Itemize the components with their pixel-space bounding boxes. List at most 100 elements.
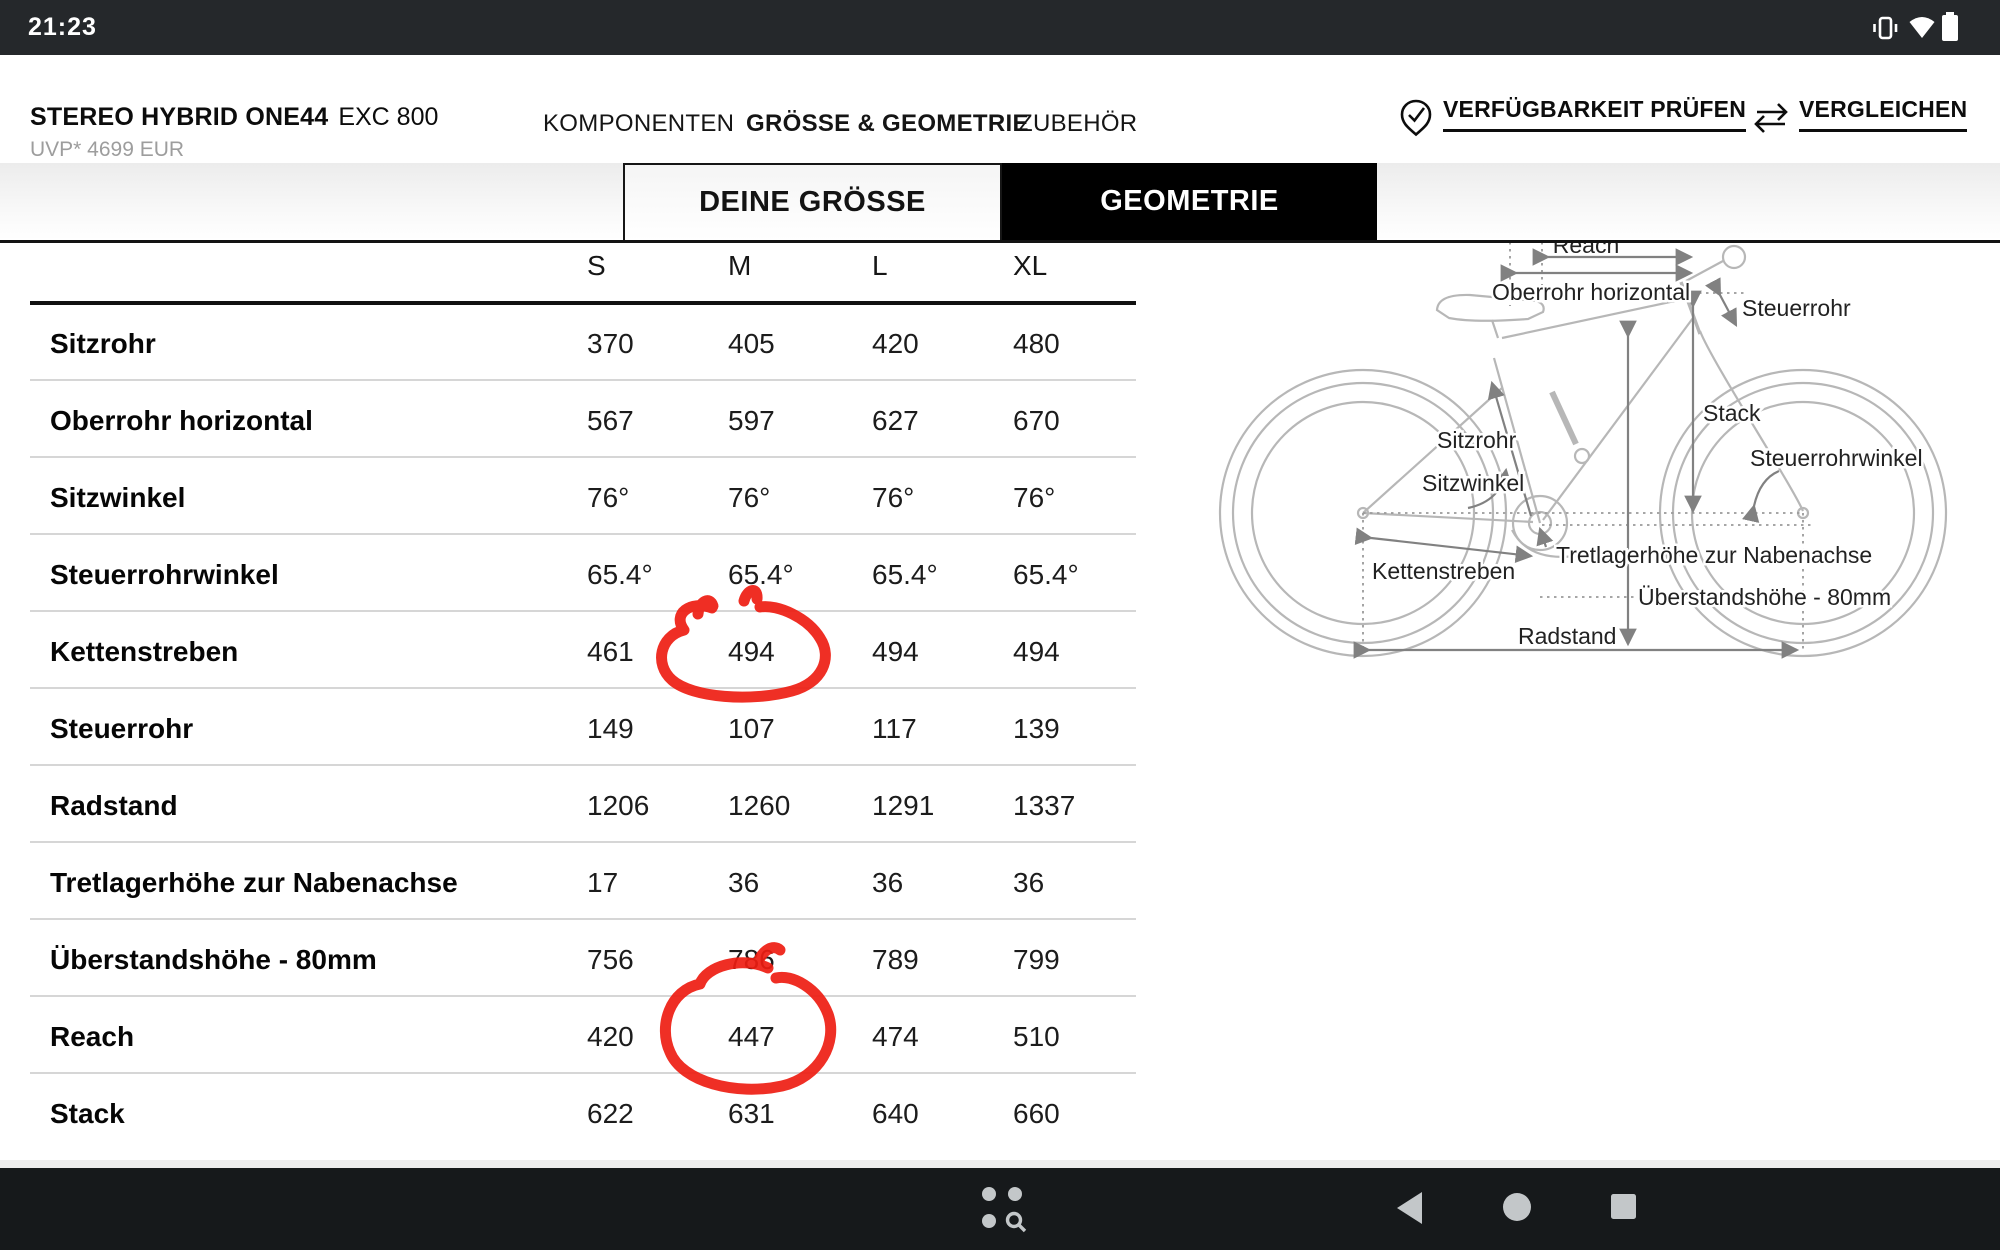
product-name: STEREO HYBRID ONE44 [30, 103, 329, 131]
home-icon[interactable] [1502, 1192, 1532, 1222]
value-s: 461 [587, 636, 634, 667]
value-l: 420 [872, 328, 919, 359]
value-xl: 510 [1013, 1021, 1060, 1052]
value-xl: 36 [1013, 867, 1045, 898]
column-header-l: L [872, 250, 888, 281]
value-m: 597 [728, 405, 775, 436]
table-row: Reach 420 447 474 510 [0, 1015, 1160, 1059]
row-separator [30, 456, 1136, 458]
value-m: 107 [728, 713, 775, 744]
row-separator [30, 841, 1136, 843]
value-s: 17 [587, 867, 619, 898]
value-s: 420 [587, 1021, 634, 1052]
value-l: 76° [872, 482, 915, 513]
value-l: 117 [872, 713, 917, 744]
bike-line-art [1218, 244, 1948, 658]
value-xl: 65.4° [1013, 559, 1079, 590]
value-l: 640 [872, 1098, 919, 1129]
value-l: 65.4° [872, 559, 938, 590]
row-label: Radstand [50, 790, 178, 821]
nav-item-zubehoer[interactable]: ZUBEHÖR [1018, 110, 1138, 137]
value-m: 1260 [728, 790, 791, 821]
row-separator [30, 1072, 1136, 1074]
back-icon[interactable] [1396, 1191, 1424, 1225]
table-row: Tretlagerhöhe zur Nabenachse 17 36 36 36 [0, 861, 1160, 905]
table-row: Sitzrohr 370 405 420 480 [0, 322, 1160, 366]
column-header-m: M [728, 250, 752, 281]
value-m: 631 [728, 1098, 775, 1129]
diagram-label-tretlagerhoehe: Tretlagerhöhe zur Nabenachse [1556, 542, 1872, 568]
value-m: 36 [728, 867, 760, 898]
value-s: 65.4° [587, 559, 653, 590]
bottom-strip [0, 1160, 2000, 1168]
row-label: Oberrohr horizontal [50, 405, 313, 436]
row-label: Tretlagerhöhe zur Nabenachse [50, 867, 458, 898]
value-m: 447 [728, 1021, 775, 1052]
product-variant: EXC 800 [338, 103, 439, 131]
status-time: 21:23 [28, 13, 97, 41]
diagram-label-steuerrohrwinkel: Steuerrohrwinkel [1750, 445, 1923, 471]
diagram-label-radstand: Radstand [1518, 623, 1616, 649]
value-l: 627 [872, 405, 919, 436]
table-header-rule [30, 301, 1136, 305]
table-row: Oberrohr horizontal 567 597 627 670 [0, 399, 1160, 443]
value-xl: 1337 [1013, 790, 1076, 821]
diagram-label-sitzrohr: Sitzrohr [1437, 427, 1517, 453]
bike-geometry-diagram: Reach Oberrohr horizontal Steuerrohr Sta… [1218, 230, 1948, 659]
table-row: Sitzwinkel 76° 76° 76° 76° [0, 476, 1160, 520]
column-header-xl: XL [1013, 250, 1048, 281]
row-label: Sitzrohr [50, 328, 156, 359]
table-row: Stack 622 631 640 660 [0, 1092, 1160, 1136]
value-l: 474 [872, 1021, 919, 1052]
nav-item-groesse-geometrie[interactable]: GRÖSSE & GEOMETRIE [746, 110, 1029, 137]
row-label: Steuerrohrwinkel [50, 559, 279, 590]
row-separator [30, 995, 1136, 997]
table-row: Radstand 1206 1260 1291 1337 [0, 784, 1160, 828]
row-separator [30, 533, 1136, 535]
value-s: 76° [587, 482, 630, 513]
value-s: 756 [587, 944, 634, 975]
row-separator [30, 918, 1136, 920]
diagram-label-oberrohr: Oberrohr horizontal [1492, 279, 1690, 305]
value-m: 786 [728, 944, 775, 975]
tab-deine-groesse[interactable]: DEINE GRÖSSE [623, 163, 1002, 240]
compare-label: VERGLEICHEN [1799, 96, 1968, 132]
value-s: 622 [587, 1098, 634, 1129]
value-s: 1206 [587, 790, 650, 821]
value-m: 494 [728, 636, 775, 667]
product-title: STEREO HYBRID ONE44 EXC 800 [30, 103, 438, 132]
row-label: Überstandshöhe - 80mm [50, 944, 377, 975]
value-xl: 660 [1013, 1098, 1060, 1129]
row-label: Reach [50, 1021, 135, 1052]
diagram-label-kettenstreben: Kettenstreben [1372, 558, 1515, 584]
value-s: 149 [587, 713, 634, 744]
tab-geometrie[interactable]: GEOMETRIE [1002, 163, 1377, 240]
row-label: Kettenstreben [50, 636, 239, 667]
nav-item-komponenten[interactable]: KOMPONENTEN [543, 110, 735, 137]
compare-arrows-icon [1754, 103, 1788, 133]
table-row: Überstandshöhe - 80mm 756 786 789 799 [0, 938, 1160, 982]
row-label: Sitzwinkel [50, 482, 186, 513]
check-availability-label: VERFÜGBARKEIT PRÜFEN [1443, 96, 1747, 132]
status-bar: 21:23 [0, 0, 2000, 55]
row-separator [30, 764, 1136, 766]
diagram-label-sitzwinkel: Sitzwinkel [1422, 470, 1524, 496]
row-separator [30, 379, 1136, 381]
value-l: 494 [872, 636, 919, 667]
diagram-label-stack: Stack [1703, 400, 1761, 426]
value-xl: 480 [1013, 328, 1060, 359]
compare-button[interactable]: VERGLEICHEN [1752, 96, 1968, 140]
value-m: 405 [728, 328, 775, 359]
grid-search-icon[interactable] [978, 1184, 1030, 1234]
table-row: Steuerrohr 149 107 117 139 [0, 707, 1160, 751]
check-availability-button[interactable]: VERFÜGBARKEIT PRÜFEN [1398, 96, 1747, 140]
vibrate-icon [1873, 16, 1898, 40]
value-m: 76° [728, 482, 771, 513]
diagram-labels: Reach Oberrohr horizontal Steuerrohr Sta… [1370, 230, 1926, 652]
recents-icon[interactable] [1610, 1193, 1637, 1220]
value-m: 65.4° [728, 559, 794, 590]
table-row: Kettenstreben 461 494 494 494 [0, 630, 1160, 674]
dimension-arrows [1353, 248, 1800, 659]
row-separator [30, 687, 1136, 689]
